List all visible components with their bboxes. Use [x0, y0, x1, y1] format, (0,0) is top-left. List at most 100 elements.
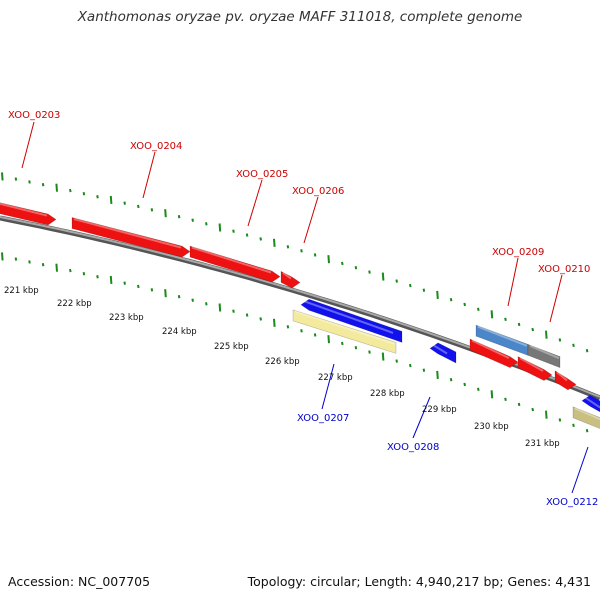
ruler-tick: [109, 195, 113, 204]
gene-highlight: [302, 299, 394, 334]
ruler-tick: [1, 172, 4, 181]
gene-label-leader: [549, 274, 563, 323]
ruler-tick: [232, 229, 235, 233]
gene-xoo-0209-c[interactable]: [469, 338, 519, 368]
gene-label[interactable]: XOO_0208: [387, 442, 439, 453]
ruler-tick: [123, 281, 126, 285]
scale-label: 221 kbp: [4, 286, 39, 296]
ruler-tick: [504, 317, 507, 322]
gene-xoo-0212-b[interactable]: [572, 406, 600, 433]
gene-highlight: [431, 343, 448, 355]
gene-label[interactable]: XOO_0206: [292, 186, 344, 197]
ruler-tick: [436, 370, 439, 379]
gene-highlight: [529, 344, 560, 360]
ruler-tick: [205, 222, 208, 226]
gene-xoo-0212[interactable]: [581, 394, 600, 417]
ruler-tick: [150, 208, 154, 212]
scale-label: 229 kbp: [422, 405, 457, 415]
gene-label-leader: [303, 196, 319, 244]
gene-label[interactable]: XOO_0204: [130, 141, 182, 152]
ruler-tick: [531, 407, 534, 412]
gene-highlight: [294, 310, 396, 345]
gene-xoo-0208[interactable]: [429, 342, 457, 364]
gene-highlight: [574, 407, 600, 421]
ruler-tick: [517, 402, 521, 407]
scale-label: 225 kbp: [214, 342, 249, 352]
ruler-tick: [381, 352, 385, 361]
ruler-tick: [96, 195, 99, 199]
gene-xoo-0210[interactable]: [517, 356, 553, 381]
ruler-tick: [341, 261, 344, 266]
ruler-tick: [545, 330, 548, 339]
gene-label[interactable]: XOO_0205: [236, 169, 288, 180]
reverse-ruler-ticks: [1, 252, 589, 433]
ruler-tick: [585, 429, 589, 433]
scale-label: 228 kbp: [370, 389, 405, 399]
gene-xoo-0204[interactable]: [71, 217, 191, 258]
gene-label-leader: [247, 179, 263, 227]
gene-label[interactable]: XOO_0203: [8, 110, 60, 121]
ruler-tick: [300, 249, 303, 253]
ruler-tick: [572, 343, 575, 348]
gene-label-leader: [412, 396, 431, 439]
ruler-tick: [164, 209, 167, 218]
ruler-tick: [490, 310, 494, 319]
gene-highlight: [282, 272, 292, 280]
ruler-tick: [477, 307, 480, 312]
ruler-tick: [109, 275, 113, 284]
ruler-tick: [545, 410, 548, 419]
ruler-tick: [368, 270, 371, 274]
gene-track[interactable]: [0, 201, 600, 432]
ruler-tick: [14, 257, 18, 261]
ruler-tick: [41, 263, 45, 267]
gene-highlight: [0, 202, 48, 217]
ruler-tick: [191, 298, 194, 302]
gene-xoo-0205[interactable]: [189, 245, 281, 283]
gene-highlight: [519, 357, 544, 372]
gene-highlight: [191, 246, 272, 274]
gene-label[interactable]: XOO_0207: [297, 413, 349, 424]
ruler-tick: [205, 302, 208, 306]
ruler-tick: [55, 263, 58, 272]
ruler-tick: [14, 177, 18, 181]
ruler-tick: [477, 387, 480, 392]
ruler-tick: [531, 327, 534, 332]
gene-highlight: [471, 339, 510, 359]
gene-label-leader: [571, 446, 589, 494]
ruler-tick: [96, 275, 99, 279]
scale-label: 226 kbp: [265, 357, 300, 367]
scale-label: 223 kbp: [109, 313, 144, 323]
ruler-tick: [55, 183, 58, 192]
gene-xoo-0207-b[interactable]: [292, 309, 397, 354]
ruler-tick: [232, 309, 235, 313]
ruler-tick: [41, 183, 45, 187]
gene-label[interactable]: XOO_0212: [546, 497, 598, 508]
gene-labels: XOO_0203 XOO_0204 XOO_0205 XOO_0206 XOO_0209…: [8, 110, 598, 508]
scale-label: 230 kbp: [474, 422, 509, 432]
gene-xoo-0211[interactable]: [554, 370, 577, 391]
ruler-tick: [137, 284, 140, 289]
ruler-tick: [463, 382, 466, 387]
gene-xoo-0203[interactable]: [0, 201, 57, 226]
ruler-tick: [137, 204, 140, 209]
gene-xoo-0207[interactable]: [300, 298, 403, 343]
ruler-tick: [164, 289, 167, 298]
gene-label[interactable]: XOO_0209: [492, 247, 544, 258]
gene-xoo-0209-b[interactable]: [527, 343, 561, 369]
ruler-tick: [82, 191, 86, 196]
scale-label: 231 kbp: [525, 439, 560, 449]
ruler-tick: [585, 349, 589, 353]
ruler-tick: [245, 233, 249, 237]
ruler-tick: [341, 341, 344, 346]
ruler-tick: [82, 271, 86, 276]
ruler-tick: [218, 303, 222, 312]
gene-label[interactable]: XOO_0210: [538, 264, 590, 275]
ruler-tick: [354, 266, 358, 270]
gene-label-leaders: [21, 121, 589, 494]
ruler-tick: [572, 423, 575, 428]
ruler-tick: [259, 237, 262, 241]
ruler-tick: [381, 272, 385, 281]
gene-xoo-0206[interactable]: [280, 270, 301, 289]
ruler-tick: [273, 238, 276, 247]
